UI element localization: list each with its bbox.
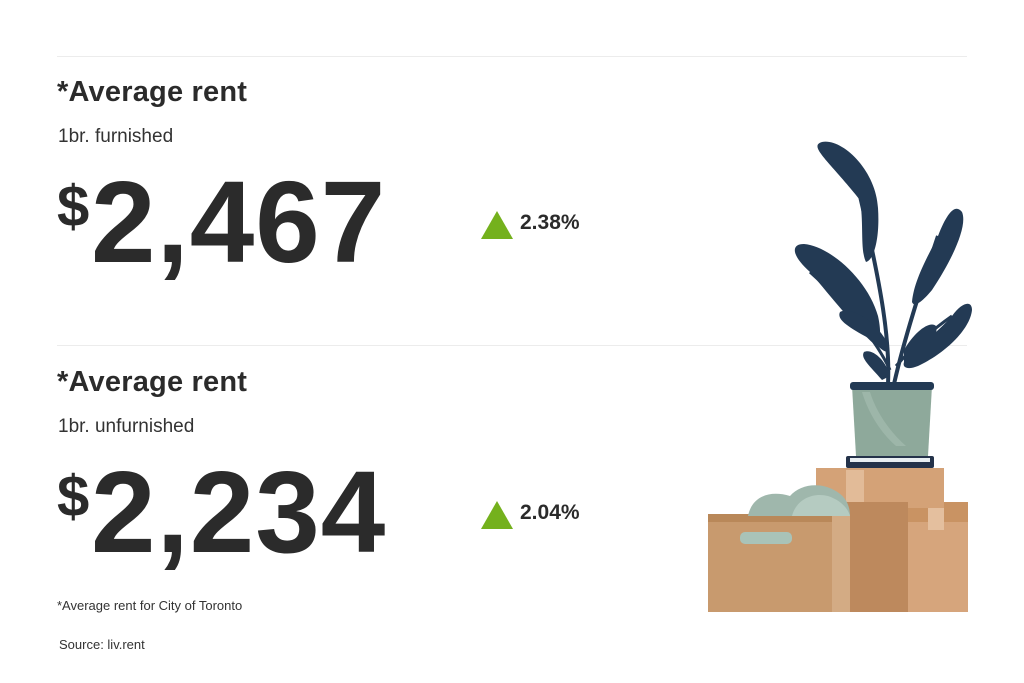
currency-symbol: $	[57, 464, 90, 529]
source-credit: Source: liv.rent	[59, 637, 145, 652]
unfurnished-rent-section: *Average rent 1br. unfurnished $ 2,234 2…	[57, 366, 657, 616]
plant-on-moving-boxes-icon	[708, 141, 972, 612]
rent-amount: 2,234	[91, 447, 387, 577]
section-divider	[57, 345, 967, 346]
section-heading: *Average rent	[57, 366, 248, 398]
change-percentage: 2.38%	[520, 211, 580, 234]
unit-type-label: 1br. furnished	[58, 126, 174, 147]
top-divider	[57, 56, 967, 57]
triangle-up-icon	[481, 211, 513, 239]
triangle-up-icon	[481, 501, 513, 529]
change-percentage: 2.04%	[520, 501, 580, 524]
footnote: *Average rent for City of Toronto	[57, 598, 243, 613]
rent-amount: 2,467	[91, 157, 387, 287]
furnished-rent-section: *Average rent 1br. furnished $ 2,467 2.3…	[57, 76, 657, 326]
section-heading: *Average rent	[57, 76, 248, 108]
currency-symbol: $	[57, 174, 90, 239]
unit-type-label: 1br. unfurnished	[58, 416, 195, 437]
